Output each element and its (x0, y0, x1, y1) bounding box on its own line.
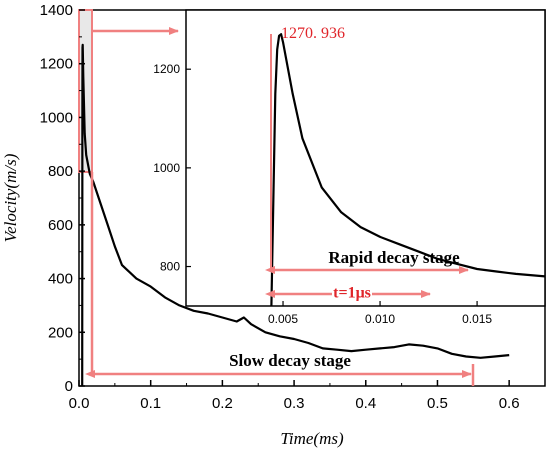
y-tick-label: 200 (48, 324, 73, 341)
x-tick-label: 0.5 (427, 395, 448, 412)
inset-y-tick-label: 1200 (153, 62, 180, 76)
x-tick-label: 0.6 (499, 395, 520, 412)
x-axis-label: Time(ms) (280, 429, 344, 448)
x-tick-label: 0.0 (69, 395, 90, 412)
main-tick-labels: 0.0 0.1 0.2 0.3 0.4 0.5 0.6 0 200 400 600 800 1000 12… (40, 2, 520, 412)
main-series (81, 43, 510, 386)
inset-x-tick-label: 0.010 (365, 312, 395, 326)
inset-y-tick-label: 1000 (153, 161, 180, 175)
x-tick-label: 0.4 (355, 395, 376, 412)
x-tick-label: 0.2 (212, 395, 233, 412)
peak-value-label: 1270. 936 (281, 25, 345, 42)
inset-x-tick-label: 0.005 (268, 312, 298, 326)
slow-decay-label: Slow decay stage (229, 351, 351, 370)
inset-velocity-line (270, 33, 545, 306)
y-tick-label: 1000 (40, 109, 73, 126)
y-axis-label: Velocity(m/s) (1, 153, 20, 242)
inset-plot-frame (185, 9, 546, 307)
x-tick-label: 0.3 (284, 395, 305, 412)
rapid-decay-label: Rapid decay stage (328, 248, 460, 267)
inset-y-tick-label: 800 (160, 260, 180, 274)
inset-tick-labels: 0.005 0.010 0.015 800 1000 1200 (153, 62, 492, 326)
y-tick-label: 600 (48, 217, 73, 234)
y-tick-label: 1400 (40, 2, 73, 19)
inset-series (270, 33, 545, 306)
y-tick-label: 400 (48, 271, 73, 288)
x-tick-label: 0.1 (140, 395, 161, 412)
y-tick-label: 800 (48, 163, 73, 180)
time-span-label: t=1μs (333, 285, 371, 302)
inset-x-tick-label: 0.015 (462, 312, 492, 326)
y-tick-label: 1200 (40, 56, 73, 73)
inset-ticks (186, 68, 478, 306)
velocity-line (81, 43, 510, 386)
y-tick-label: 0 (65, 378, 73, 395)
